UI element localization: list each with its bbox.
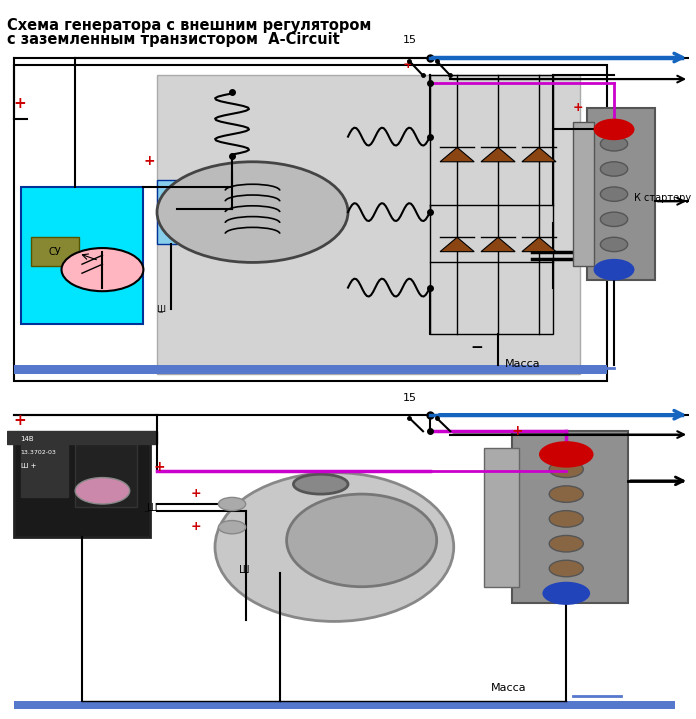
Text: +: + — [191, 487, 202, 500]
Polygon shape — [522, 147, 556, 162]
Bar — [512, 431, 628, 603]
Polygon shape — [440, 237, 474, 252]
Circle shape — [219, 521, 246, 533]
Bar — [430, 75, 553, 334]
Text: Ш: Ш — [147, 503, 157, 513]
Circle shape — [549, 560, 583, 577]
Bar — [587, 108, 655, 280]
Text: 15: 15 — [402, 393, 417, 403]
Circle shape — [601, 187, 628, 201]
Bar — [14, 438, 150, 537]
Bar — [75, 444, 136, 508]
Polygon shape — [522, 237, 556, 252]
Bar — [157, 75, 580, 374]
Text: ~: ~ — [157, 310, 164, 316]
Text: Ш: Ш — [239, 565, 249, 575]
Bar — [21, 187, 143, 324]
Bar — [7, 431, 157, 444]
Circle shape — [75, 477, 129, 504]
Circle shape — [594, 119, 635, 140]
Text: +: + — [154, 460, 165, 474]
Circle shape — [601, 212, 628, 226]
Circle shape — [549, 486, 583, 503]
Polygon shape — [440, 147, 474, 162]
Circle shape — [157, 162, 348, 262]
Text: с заземленным транзистором  A-Circuit: с заземленным транзистором A-Circuit — [7, 32, 340, 47]
Circle shape — [594, 259, 635, 280]
Text: −: − — [470, 340, 484, 355]
Text: Схема генератора с внешним регулятором: Схема генератора с внешним регулятором — [7, 18, 372, 33]
Circle shape — [549, 536, 583, 552]
Bar — [484, 448, 519, 587]
Bar — [14, 701, 675, 709]
Bar — [14, 365, 607, 374]
Text: +: + — [573, 101, 584, 114]
Text: +: + — [14, 413, 26, 428]
Ellipse shape — [215, 472, 454, 621]
Text: СУ: СУ — [48, 247, 61, 257]
Text: Ш: Ш — [156, 305, 165, 313]
Text: Масса: Масса — [505, 359, 541, 369]
Text: 15: 15 — [402, 35, 417, 45]
Circle shape — [601, 162, 628, 176]
Bar — [21, 444, 68, 498]
Text: 14В: 14В — [21, 436, 34, 442]
Bar — [31, 237, 79, 266]
Circle shape — [542, 582, 590, 605]
Circle shape — [61, 248, 143, 291]
Text: +: + — [143, 155, 155, 168]
Ellipse shape — [287, 494, 436, 587]
Bar — [14, 65, 607, 381]
Text: +: + — [191, 521, 202, 533]
Text: К стартеру: К стартеру — [635, 193, 692, 203]
Text: +: + — [402, 58, 413, 71]
Text: 13.3702-03: 13.3702-03 — [21, 450, 56, 455]
Bar — [157, 180, 177, 244]
Text: +: + — [512, 423, 523, 438]
Bar — [573, 122, 594, 266]
Circle shape — [219, 498, 246, 510]
Circle shape — [601, 262, 628, 277]
Circle shape — [549, 510, 583, 527]
Circle shape — [539, 441, 594, 467]
Circle shape — [601, 237, 628, 252]
Text: ~: ~ — [143, 509, 149, 515]
Text: Ш +: Ш + — [21, 462, 36, 469]
Circle shape — [549, 585, 583, 602]
Text: +: + — [14, 96, 26, 111]
Ellipse shape — [294, 475, 348, 494]
Text: Масса: Масса — [491, 683, 527, 693]
Circle shape — [549, 461, 583, 477]
Polygon shape — [481, 147, 515, 162]
Circle shape — [601, 137, 628, 151]
Polygon shape — [481, 237, 515, 252]
